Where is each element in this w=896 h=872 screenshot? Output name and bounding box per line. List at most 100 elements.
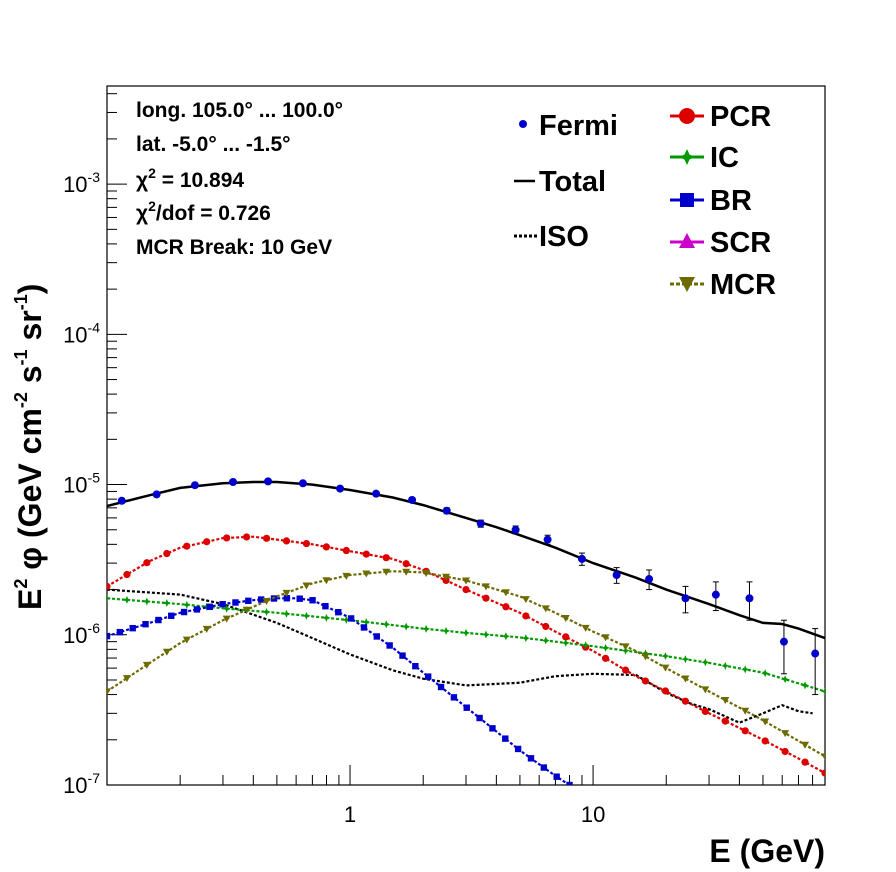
marker-mcr	[302, 582, 311, 590]
info-chi2: χ2 = 10.894	[136, 165, 244, 192]
marker-pcr	[821, 769, 825, 777]
marker-ic	[781, 675, 790, 684]
marker-ic	[681, 655, 690, 664]
marker-br	[450, 694, 458, 701]
marker-br	[373, 633, 381, 640]
legend-swatch-scr	[679, 233, 695, 248]
marker-ic	[541, 636, 550, 645]
marker-mcr	[541, 605, 550, 613]
marker-br	[116, 628, 124, 636]
marker-mcr	[621, 643, 630, 651]
legend-swatch-pcr	[679, 108, 695, 124]
marker-ic	[262, 607, 271, 616]
marker-ic	[222, 604, 231, 613]
marker-br	[463, 704, 470, 711]
marker-ic	[741, 665, 750, 674]
fermi-point	[229, 478, 238, 487]
fermi-point	[408, 495, 417, 504]
info-chi2-dof: χ2/dof = 0.726	[136, 198, 271, 225]
marker-pcr	[781, 747, 789, 756]
marker-pcr	[462, 585, 470, 594]
marker-pcr	[163, 549, 171, 558]
marker-br	[335, 608, 342, 616]
marker-mcr	[601, 634, 610, 642]
marker-mcr	[142, 661, 151, 669]
marker-ic	[442, 626, 451, 635]
marker-pcr	[342, 546, 350, 555]
marker-br	[193, 606, 201, 613]
marker-pcr	[741, 727, 749, 735]
marker-pcr	[801, 758, 809, 766]
marker-pcr	[243, 533, 251, 541]
marker-br	[322, 603, 329, 610]
marker-pcr	[641, 677, 650, 685]
y-axis-title: E2 φ (GeV cm-2 s-1 sr-1)	[11, 284, 48, 610]
marker-ic	[182, 600, 191, 609]
marker-mcr	[561, 614, 570, 622]
marker-pcr	[502, 603, 510, 611]
marker-br	[437, 683, 445, 691]
marker-ic	[362, 618, 371, 627]
marker-ic	[581, 641, 590, 650]
series-line-total	[107, 480, 825, 640]
marker-pcr	[143, 559, 151, 567]
y-tick-label: 10-6	[63, 620, 100, 648]
marker-br	[232, 599, 239, 606]
marker-pcr	[183, 542, 191, 550]
marker-pcr	[362, 550, 370, 558]
fermi-point	[543, 535, 552, 544]
marker-ic	[601, 643, 610, 652]
marker-pcr	[661, 687, 670, 695]
marker-mcr	[442, 573, 451, 581]
marker-mcr	[222, 615, 231, 623]
y-tick-label: 10-7	[63, 770, 100, 798]
info-mcr-break: MCR Break: 10 GeV	[136, 236, 332, 259]
marker-mcr	[801, 741, 810, 749]
marker-mcr	[641, 653, 650, 661]
marker-mcr	[741, 707, 750, 715]
axis-ticks	[106, 93, 826, 786]
marker-pcr	[223, 534, 231, 542]
marker-pcr	[721, 717, 729, 725]
marker-br	[476, 714, 483, 722]
marker-mcr	[342, 572, 351, 580]
marker-pcr	[282, 537, 291, 545]
marker-mcr	[362, 570, 371, 578]
legend-swatch-br	[680, 193, 694, 207]
legend-swatch-mcr	[679, 277, 695, 292]
marker-br	[296, 595, 303, 602]
fermi-point	[745, 594, 754, 603]
legend-swatch-ic	[679, 149, 695, 165]
marker-br	[399, 652, 406, 659]
marker-pcr	[681, 697, 689, 705]
fermi-point	[811, 649, 820, 658]
marker-mcr	[721, 697, 730, 705]
marker-mcr	[282, 589, 291, 597]
marker-ic	[721, 661, 730, 670]
marker-ic	[521, 634, 530, 643]
marker-br	[155, 616, 162, 624]
legend-label-iso: ISO	[539, 221, 589, 253]
marker-pcr	[602, 654, 610, 662]
fermi-point	[264, 477, 273, 486]
marker-mcr	[262, 597, 271, 605]
x-tick-label: 1	[344, 802, 356, 827]
marker-br	[257, 596, 265, 603]
marker-ic	[142, 597, 151, 606]
series-layer	[107, 480, 825, 785]
marker-ic	[621, 646, 630, 655]
marker-br	[129, 624, 136, 632]
marker-pcr	[382, 554, 390, 562]
marker-br	[566, 781, 573, 785]
fermi-point	[476, 519, 485, 528]
marker-ic	[342, 615, 351, 624]
marker-br	[142, 620, 149, 628]
marker-ic	[162, 599, 171, 608]
marker-mcr	[107, 688, 111, 696]
marker-mcr	[521, 596, 530, 604]
marker-br	[514, 745, 522, 753]
marker-mcr	[581, 624, 590, 632]
marker-ic	[821, 687, 825, 696]
legend-label-pcr: PCR	[710, 101, 771, 133]
